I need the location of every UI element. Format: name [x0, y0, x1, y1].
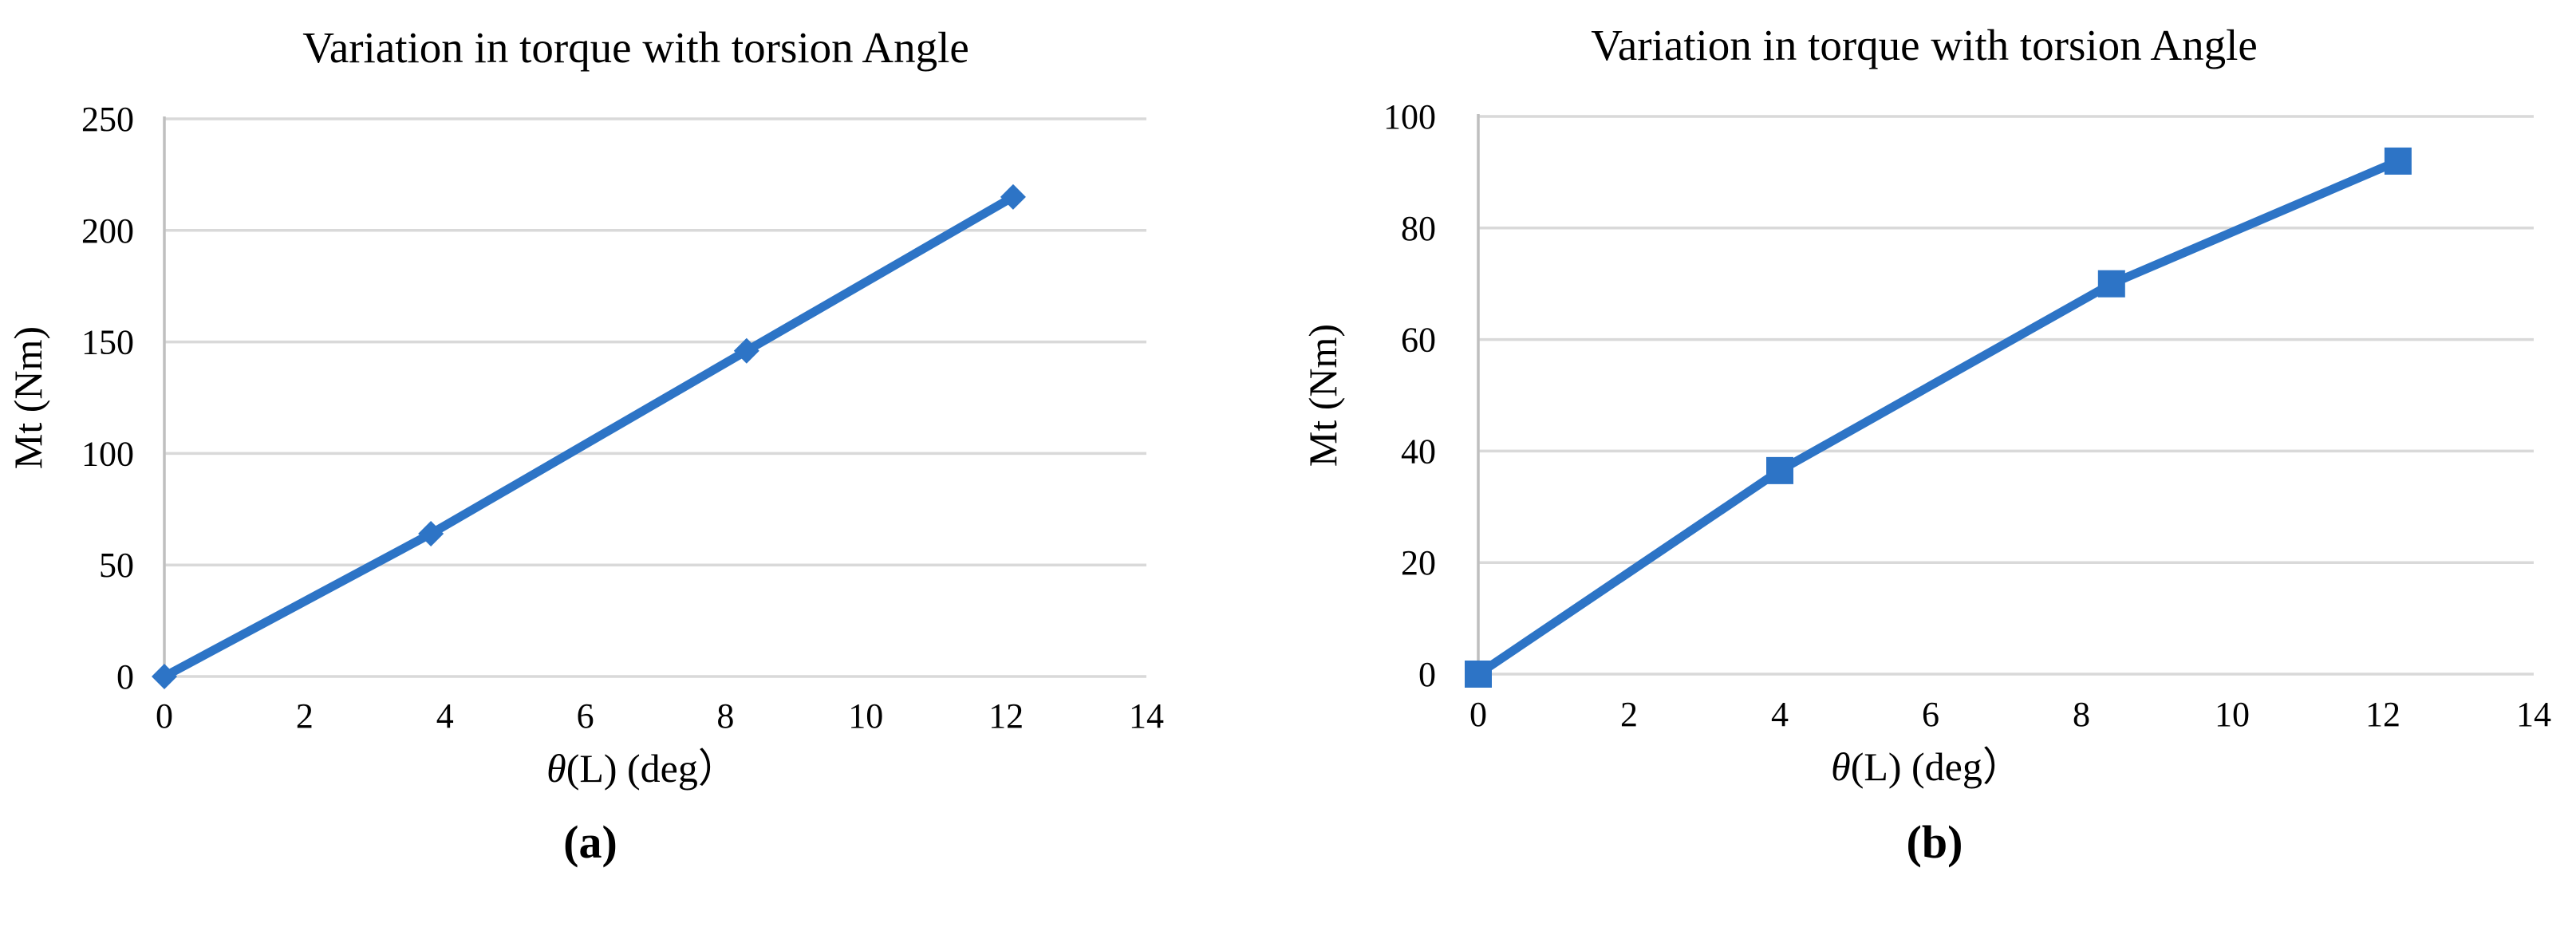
x-tick-label: 0	[1469, 695, 1487, 734]
y-tick-label: 80	[1401, 209, 1436, 248]
y-tick-label: 200	[81, 211, 134, 250]
chart-a-caption: (a)	[563, 816, 617, 868]
y-axis-title: Mt (Nm)	[1300, 324, 1345, 467]
x-tick-label: 10	[848, 696, 883, 736]
x-tick-label: 2	[1620, 695, 1638, 734]
x-tick-label: 12	[2365, 695, 2400, 734]
data-line	[1473, 156, 2403, 679]
chart-a-canvas: 0 50 100 150 200 250 0 2 4 6 8 10 12 14 Variation in t…	[6, 23, 1164, 791]
x-tick-label: 8	[716, 696, 734, 736]
y-tick-label: 20	[1401, 543, 1436, 582]
data-point-marker	[733, 337, 759, 364]
y-tick-label: 0	[1418, 655, 1436, 694]
data-point-marker	[2097, 270, 2125, 298]
y-tick-label: 0	[116, 657, 134, 696]
chart-title: Variation in torque with torsion Angle	[1591, 21, 2258, 69]
y-tick-label: 60	[1401, 321, 1436, 360]
data-point-marker	[1000, 183, 1026, 210]
x-tick-label: 4	[1771, 695, 1789, 734]
x-tick-label: 12	[988, 696, 1024, 736]
data-point-marker	[152, 664, 177, 689]
x-tick-label: 14	[2516, 695, 2551, 734]
x-axis-title: θ(L) (deg）	[1831, 744, 2022, 789]
chart-panel-b: 0 20 40 60 80 100 0 2 4 6 8 10 12 14 Variation in torq…	[1288, 0, 2576, 927]
data-point-marker	[1766, 456, 1793, 484]
x-tick-label: 6	[577, 696, 594, 736]
x-tick-label: 14	[1129, 696, 1164, 736]
x-tick-label: 0	[156, 696, 173, 736]
chart-panel-a: 0 50 100 150 200 250 0 2 4 6 8 10 12 14 Variation in t…	[6, 23, 1164, 868]
x-axis-title: θ(L) (deg）	[546, 746, 738, 791]
chart-title: Variation in torque with torsion Angle	[302, 23, 969, 72]
y-tick-label: 50	[99, 546, 134, 585]
x-tick-label: 10	[2215, 695, 2250, 734]
y-tick-label: 100	[81, 434, 134, 473]
chart-b-canvas: 0 20 40 60 80 100 0 2 4 6 8 10 12 14 Variation in torq…	[1300, 21, 2551, 789]
y-tick-label: 150	[81, 323, 134, 362]
chart-b-caption: (b)	[1906, 816, 1963, 868]
y-tick-label: 100	[1383, 97, 1436, 136]
x-tick-label: 6	[1922, 695, 1939, 734]
y-tick-label: 250	[81, 100, 134, 139]
data-point-marker	[2384, 147, 2412, 175]
data-point-marker	[1465, 661, 1492, 688]
x-tick-label: 4	[436, 696, 454, 736]
y-tick-label: 40	[1401, 432, 1436, 471]
data-line	[160, 192, 1018, 681]
data-point-marker	[418, 521, 444, 547]
x-tick-label: 2	[296, 696, 314, 736]
x-tick-label: 8	[2073, 695, 2090, 734]
y-axis-title: Mt (Nm)	[6, 326, 50, 469]
